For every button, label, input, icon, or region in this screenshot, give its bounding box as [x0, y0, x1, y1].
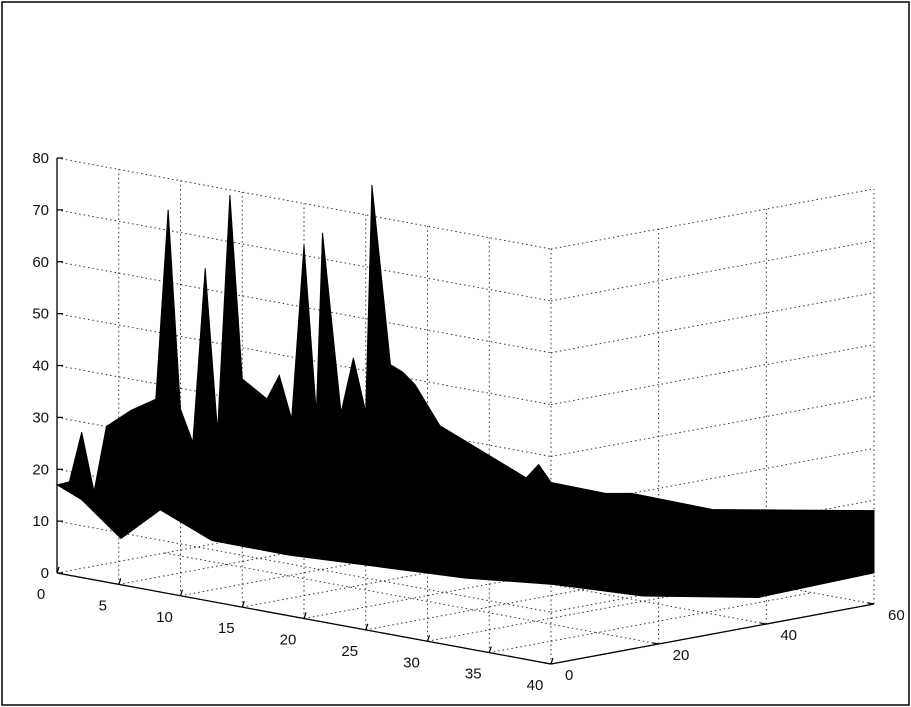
grid-line: [550, 240, 875, 302]
grid-line: [56, 520, 552, 613]
grid-line: [56, 512, 381, 574]
grid-line: [164, 552, 659, 645]
grid-line: [56, 209, 552, 302]
surface-peak: [160, 209, 176, 440]
grid-line: [550, 396, 875, 457]
surface-peak: [197, 268, 213, 447]
x-tick-label: 35: [465, 666, 482, 683]
x-tick-mark: [303, 612, 307, 619]
grid-line: [550, 344, 875, 406]
grid-line: [56, 313, 552, 406]
grid-line: [180, 535, 504, 597]
x-tick-mark: [488, 646, 492, 653]
x-tick-mark: [426, 635, 431, 642]
y-tick-label: 40: [780, 627, 797, 644]
grid-line: [56, 157, 552, 250]
z-tick-label: 80: [32, 150, 49, 167]
axes-layer: [56, 157, 875, 665]
grid-line: [550, 292, 875, 354]
x-tick-label: 0: [37, 586, 45, 603]
x-tick-label: 30: [403, 654, 420, 671]
grid-line: [427, 580, 751, 642]
x-tick-label: 20: [280, 632, 297, 649]
z-tick-label: 70: [32, 202, 49, 219]
z-tick-label: 10: [32, 513, 49, 530]
x-tick-mark: [179, 589, 184, 596]
x-tick-label: 40: [527, 677, 544, 694]
x-tick-label: 5: [99, 597, 107, 614]
x-tick-mark: [56, 566, 60, 574]
y-tick-mark: [652, 642, 659, 645]
grid-line: [550, 188, 875, 250]
grid-line: [242, 546, 566, 608]
surface-peak: [345, 357, 361, 474]
y-axis-line: [550, 603, 875, 665]
grid-line: [489, 592, 813, 654]
grid-line: [272, 532, 767, 625]
y-tick-label: 60: [888, 607, 905, 624]
y-tick-label: 20: [673, 647, 690, 664]
surface-peak: [222, 195, 238, 451]
surface: [55, 184, 875, 598]
y-tick-mark: [544, 662, 552, 665]
z-tick-label: 30: [32, 409, 49, 426]
surface-peak: [296, 245, 312, 465]
y-tick-mark: [867, 602, 875, 605]
x-tick-mark: [550, 657, 554, 665]
z-tick-label: 40: [32, 358, 49, 375]
x-tick-label: 15: [218, 620, 235, 637]
grid-line: [303, 558, 628, 619]
x-tick-label: 25: [341, 643, 358, 660]
grid-line: [56, 365, 552, 457]
y-tick-mark: [760, 622, 767, 625]
z-tick-label: 60: [32, 254, 49, 271]
x-tick-mark: [118, 578, 122, 585]
grid-line: [550, 551, 875, 613]
grid-line: [56, 261, 552, 354]
grid-line: [118, 523, 442, 585]
surface-peak: [363, 348, 379, 475]
x-tick-mark: [241, 600, 245, 608]
y-tick-label: 0: [565, 667, 573, 684]
z-tick-label: 20: [32, 461, 49, 478]
z-tick-label: 0: [41, 565, 49, 582]
tick-label-layer: 0 10 20 30 40 50 60 70 80 0 5 10 15 20 25 30 35 40 0 20 40 60: [32, 150, 904, 694]
x-tick-mark: [365, 623, 369, 631]
surface-peak: [315, 232, 330, 468]
surface-layer: [55, 184, 875, 598]
z-tick-label: 50: [32, 306, 49, 323]
grid-line: [365, 569, 689, 631]
x-tick-label: 10: [156, 609, 173, 626]
